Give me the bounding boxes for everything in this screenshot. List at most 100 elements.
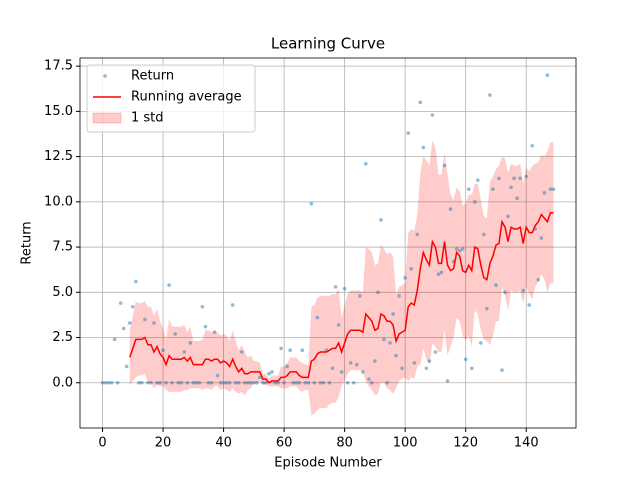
return-point: [249, 380, 253, 385]
legend-label: Running average: [131, 90, 242, 105]
return-point: [388, 341, 392, 345]
y-tick-label: 10.0: [44, 194, 73, 209]
return-point: [252, 380, 256, 385]
return-point: [106, 380, 111, 385]
return-point: [191, 380, 196, 385]
x-axis-label: Episode Number: [274, 456, 382, 471]
return-point: [143, 317, 147, 322]
return-point: [185, 380, 190, 385]
return-point: [469, 366, 474, 371]
std-band: [129, 140, 554, 416]
return-point: [457, 248, 462, 253]
return-point: [218, 380, 223, 385]
return-point: [530, 143, 535, 148]
return-point: [482, 232, 486, 237]
return-point: [336, 323, 341, 327]
return-point: [246, 380, 250, 385]
return-point: [164, 380, 168, 385]
return-point: [273, 380, 277, 385]
return-point: [348, 361, 353, 365]
return-point: [364, 162, 368, 166]
return-point: [146, 380, 150, 385]
return-point: [497, 176, 501, 181]
running-average-line: [129, 211, 554, 384]
return-point: [521, 288, 525, 293]
return-point: [545, 73, 550, 77]
return-point: [270, 370, 274, 374]
return-point: [118, 301, 123, 305]
return-point: [309, 201, 314, 206]
return-point: [242, 380, 247, 385]
return-point: [239, 350, 244, 354]
return-point: [312, 380, 317, 385]
return-point: [506, 214, 510, 219]
return-point: [376, 290, 380, 295]
y-tick-label: 5.0: [52, 285, 73, 300]
return-point: [109, 380, 114, 385]
return-point: [321, 380, 326, 385]
return-point: [261, 380, 265, 385]
return-point: [140, 380, 144, 385]
return-point: [236, 380, 241, 385]
return-point: [333, 285, 338, 289]
return-point: [285, 364, 289, 369]
return-point: [188, 341, 193, 345]
return-point: [448, 207, 453, 211]
return-point: [339, 370, 344, 374]
return-point: [512, 176, 516, 181]
legend-marker: [92, 112, 122, 124]
return-point: [124, 364, 129, 369]
return-point: [300, 348, 305, 353]
return-point: [466, 187, 471, 191]
y-axis-label: Return: [20, 221, 35, 264]
return-point: [421, 145, 426, 150]
return-point: [409, 266, 414, 271]
return-point: [488, 93, 492, 97]
return-point: [373, 359, 377, 363]
return-point: [385, 380, 389, 385]
return-point: [485, 306, 489, 311]
return-point: [382, 337, 386, 342]
return-point: [430, 113, 435, 117]
return-point: [112, 337, 117, 342]
return-point: [524, 174, 529, 179]
return-point: [264, 380, 268, 385]
return-point: [215, 373, 220, 378]
axes-frame: [79, 57, 577, 429]
return-point: [391, 312, 395, 316]
return-point: [433, 350, 438, 354]
return-point: [403, 276, 407, 280]
return-point: [415, 232, 420, 237]
return-point: [221, 380, 226, 385]
return-point: [306, 380, 311, 385]
return-point: [400, 366, 404, 371]
legend-label: Return: [131, 69, 174, 84]
return-point: [354, 362, 359, 367]
return-point: [424, 366, 429, 371]
return-point: [121, 326, 126, 331]
return-point: [167, 283, 171, 287]
return-point: [418, 100, 423, 105]
return-point: [330, 366, 335, 371]
return-point: [454, 247, 459, 251]
return-point: [318, 380, 323, 385]
chart-title: Learning Curve: [271, 35, 385, 53]
return-point: [158, 380, 162, 385]
return-point: [206, 380, 211, 385]
y-tick-label: 12.5: [44, 149, 73, 164]
return-point: [197, 380, 202, 385]
y-tick-label: 17.5: [44, 59, 73, 74]
return-point: [103, 380, 108, 385]
return-point: [503, 290, 507, 295]
return-point: [134, 279, 138, 284]
return-point: [406, 131, 410, 135]
return-point: [279, 346, 283, 351]
return-point: [173, 332, 177, 336]
return-point: [267, 371, 271, 376]
return-point: [131, 304, 135, 309]
return-point: [315, 315, 320, 320]
return-point: [137, 380, 141, 385]
legend-label: 1 std: [131, 111, 164, 126]
return-point: [170, 380, 174, 385]
return-point: [412, 361, 417, 365]
